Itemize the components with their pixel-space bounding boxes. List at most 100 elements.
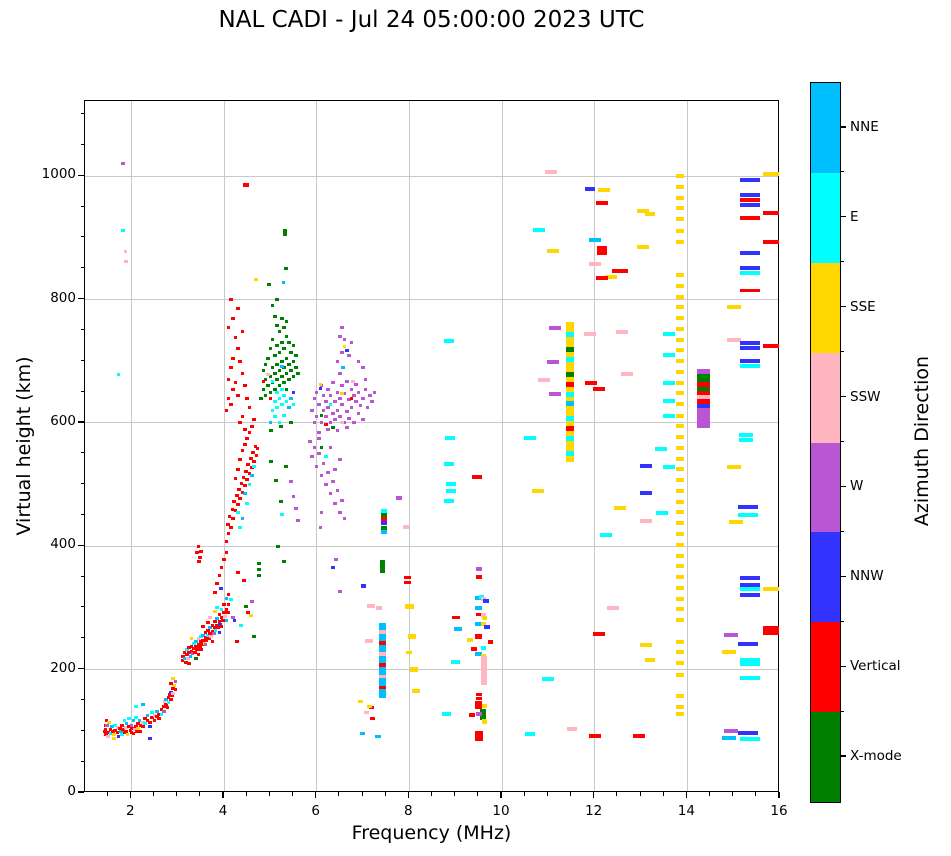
data-point [276,544,280,548]
data-point [289,396,293,400]
data-point [252,459,256,463]
data-point [199,648,203,652]
data-point [233,476,238,480]
data-point [349,396,354,400]
data-point [632,734,645,739]
x-axis-minor-tick [106,792,108,796]
data-point [127,717,131,721]
data-point [259,396,263,400]
colorbar-minor-tick [840,261,844,263]
data-point [762,626,779,632]
data-point [280,512,284,516]
data-point [173,687,178,691]
data-point [210,640,215,644]
data-point [229,526,233,530]
data-point [739,177,760,182]
data-point [116,734,121,738]
data-point [566,455,575,462]
data-point [250,473,254,477]
data-point [274,479,278,483]
data-point [148,724,152,728]
data-point [737,512,758,517]
data-point [655,510,668,515]
data-point [724,729,739,734]
data-point [225,611,230,615]
data-point [187,650,192,654]
data-point [195,550,199,554]
x-axis-tick [315,792,317,798]
data-point [697,368,711,375]
data-point [321,461,326,465]
data-point [379,560,385,568]
data-point [326,406,331,410]
data-point [739,193,760,198]
data-point [639,464,652,469]
data-point [231,387,236,391]
data-point [277,384,282,388]
data-point [243,384,247,388]
data-point [277,350,282,354]
data-point [378,693,386,699]
data-point [123,726,128,730]
y-axis-minor-tick [80,575,84,577]
data-point [273,353,277,357]
data-point [277,369,282,373]
data-point [443,499,454,504]
colorbar-tick [840,575,846,577]
data-point [282,381,287,385]
y-axis-minor-tick [80,267,84,269]
gridline-y [85,669,778,671]
colorbar-entry-label: NNE [850,118,879,135]
data-point [267,282,271,286]
data-point [240,330,245,334]
data-point [314,464,319,468]
data-point [356,412,361,416]
data-point [319,473,324,477]
data-point [335,359,340,363]
data-point [133,727,137,731]
x-axis-tick [129,792,131,798]
data-point [537,377,550,382]
data-point [481,656,488,665]
data-point [324,422,328,426]
data-point [369,717,375,721]
data-point [217,620,222,624]
data-point [676,272,685,277]
data-point [218,623,223,627]
data-point [324,415,328,419]
data-point [762,344,779,349]
data-point [224,597,229,601]
data-point [168,697,173,701]
data-point [222,558,226,562]
data-point [182,650,187,654]
data-point [739,197,760,202]
data-point [378,674,386,680]
data-point [199,549,203,553]
data-point [282,325,287,329]
data-point [226,532,231,536]
data-point [129,731,134,735]
data-point [676,596,685,601]
data-point [222,603,226,607]
data-point [203,636,208,640]
data-point [239,481,244,485]
data-point [232,618,237,622]
colorbar-entry-label: E [850,208,859,225]
data-point [141,703,145,707]
data-point [225,523,230,527]
y-axis-minor-tick [80,143,84,145]
data-point [475,567,482,572]
data-point [226,603,231,607]
data-point [676,445,685,450]
data-point [277,396,282,400]
data-point [182,657,187,661]
data-point [566,416,575,423]
data-point [192,642,196,646]
data-point [231,615,236,619]
data-point [121,229,125,233]
data-point [219,566,224,570]
data-point [349,341,354,345]
data-point [318,382,323,386]
y-axis-minor-tick [80,513,84,515]
data-point [593,387,606,392]
